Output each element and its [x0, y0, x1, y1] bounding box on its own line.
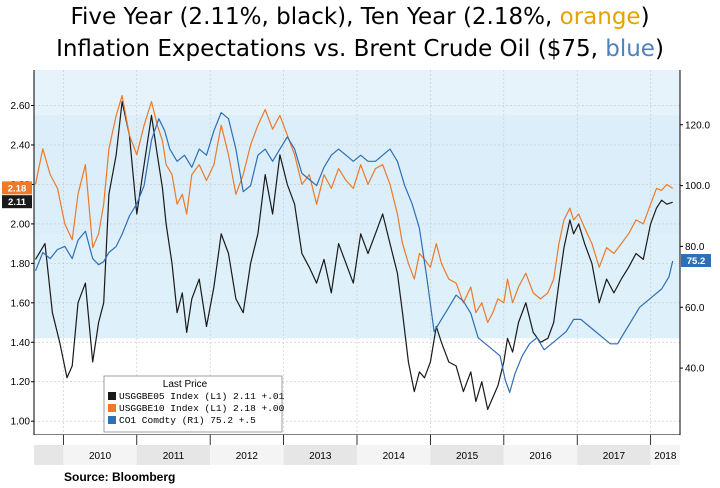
year-band — [136, 445, 211, 465]
left-tick-label: 2.00 — [11, 219, 31, 230]
legend-entry: CO1 Comdty (R1) 75.2 +.5 — [119, 415, 256, 426]
title1-part2: ) — [640, 4, 650, 30]
left-tick-label: 1.20 — [11, 377, 31, 388]
year-band — [430, 445, 504, 465]
x-tick-label: 2011 — [163, 451, 185, 462]
x-tick-label: 2010 — [89, 451, 112, 462]
right-tick-label: 80.0 — [685, 242, 705, 253]
x-tick-label: 2017 — [603, 451, 626, 462]
left-tick-label: 1.00 — [11, 417, 31, 428]
right-tick-label: 100.0 — [685, 181, 710, 192]
year-band — [577, 445, 651, 465]
year-band — [503, 445, 578, 465]
legend-header: Last Price — [163, 379, 208, 390]
legend-box — [103, 375, 283, 433]
left-tick-label: 1.80 — [11, 259, 31, 270]
legend-swatch — [108, 404, 116, 412]
end-tag-label: 2.18 — [8, 183, 27, 194]
left-tick-label: 2.60 — [11, 101, 31, 112]
x-tick-label: 2018 — [654, 451, 677, 462]
series-line-usggbe05-index — [34, 101, 673, 410]
legend-swatch — [108, 416, 116, 424]
year-band — [34, 445, 64, 465]
year-band — [357, 445, 431, 465]
year-band — [650, 445, 680, 465]
x-tick-label: 2013 — [309, 451, 332, 462]
left-tick-label: 2.40 — [11, 140, 31, 151]
year-band — [283, 445, 357, 465]
x-tick-label: 2016 — [529, 451, 552, 462]
source-note: Source: Bloomberg — [64, 470, 176, 484]
end-tag-label: 2.11 — [8, 197, 27, 208]
end-tag-label: 75.2 — [687, 256, 706, 267]
title1-part1: Five Year (2.11%, black), Ten Year (2.18… — [70, 4, 560, 30]
year-band — [63, 445, 137, 465]
legend-swatch — [108, 392, 116, 400]
right-tick-label: 120.0 — [685, 120, 710, 131]
chart-title-line-1: Five Year (2.11%, black), Ten Year (2.18… — [0, 4, 720, 30]
right-tick-label: 40.0 — [685, 364, 705, 375]
right-tick-label: 60.0 — [685, 303, 705, 314]
left-tick-label: 1.40 — [11, 338, 31, 349]
series-line-usggbe10-index — [34, 95, 674, 324]
end-tag-box — [2, 181, 32, 195]
series-line-co1-comdty — [34, 112, 674, 393]
chart-title-line-2: Inflation Expectations vs. Brent Crude O… — [0, 36, 720, 62]
legend-entry: USGGBE10 Index (L1) 2.18 +.00 — [119, 403, 285, 414]
x-tick-label: 2014 — [383, 451, 406, 462]
left-tick-label: 1.60 — [11, 298, 31, 309]
legend-entry: USGGBE05 Index (L1) 2.11 +.01 — [119, 391, 285, 402]
title2-part2: ) — [654, 36, 664, 62]
x-tick-label: 2012 — [236, 451, 259, 462]
end-tag-box — [681, 254, 711, 268]
title2-blue-word: blue — [605, 36, 655, 62]
title1-orange-word: orange — [559, 4, 641, 30]
end-tag-box — [2, 195, 32, 209]
title2-part1: Inflation Expectations vs. Brent Crude O… — [56, 36, 606, 62]
x-tick-label: 2015 — [456, 451, 479, 462]
year-band — [210, 445, 284, 465]
